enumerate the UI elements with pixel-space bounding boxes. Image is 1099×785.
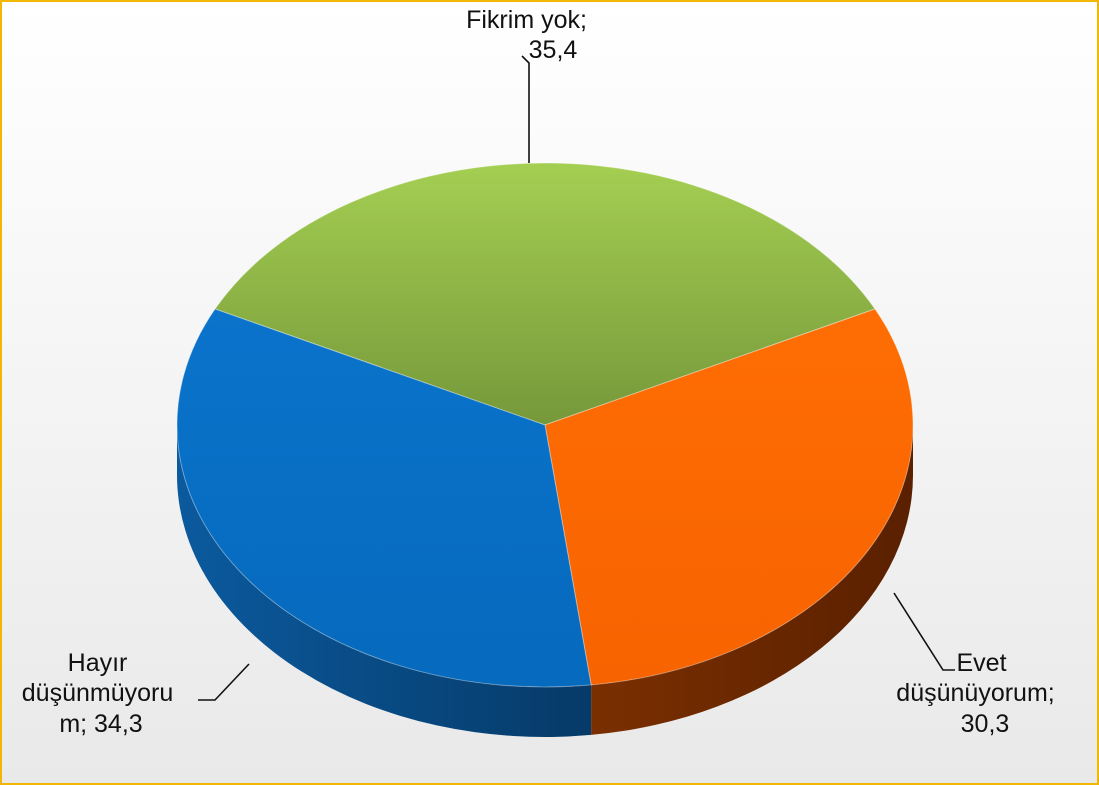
leader-line-hayir (198, 663, 250, 701)
leader-line-evet (893, 592, 955, 671)
data-label-fikrim-yok: Fikrim yok; 35,4 (466, 6, 594, 64)
side-hayir (177, 425, 592, 737)
side-evet (591, 425, 913, 735)
slice-evet (544, 308, 914, 686)
slice-fikrim-yok (214, 162, 876, 426)
data-label-evet: Evet düşünüyorum; 30,3 (896, 649, 1061, 738)
slice-hayir (176, 308, 592, 688)
data-label-hayir: Hayır düşünmüyoru m; 34,3 (22, 649, 180, 738)
leader-line-fikrim-yok (521, 55, 530, 163)
